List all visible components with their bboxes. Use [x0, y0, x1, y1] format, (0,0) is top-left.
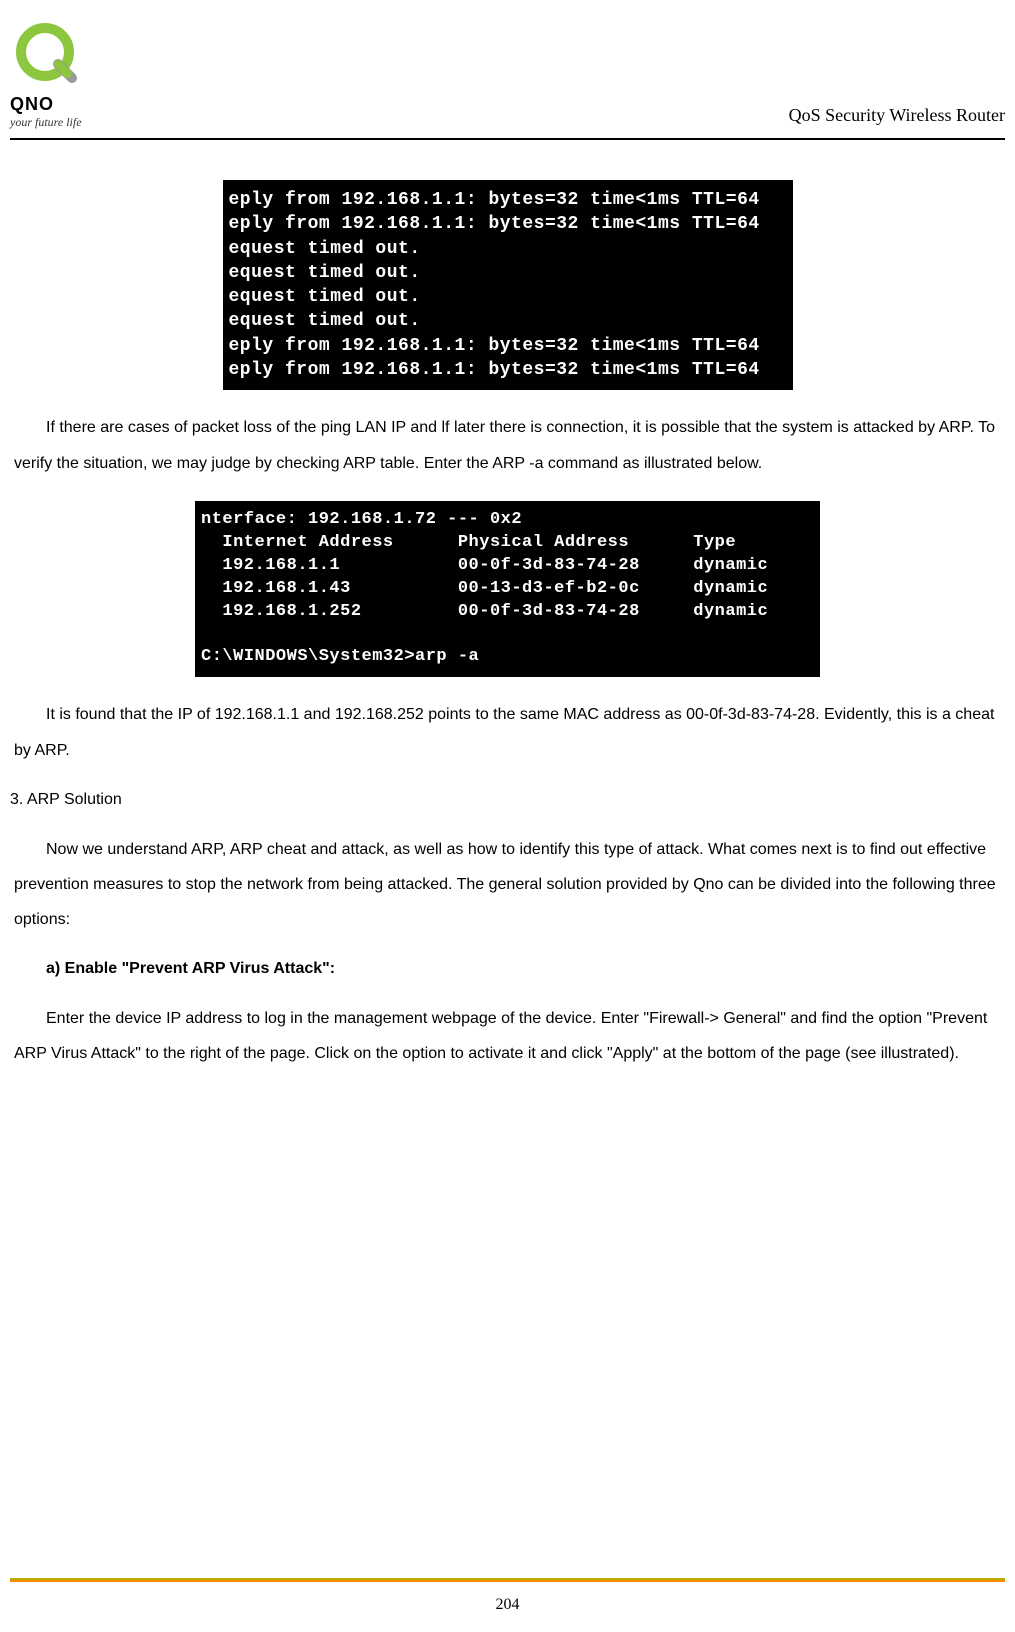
- page-content: eply from 192.168.1.1: bytes=32 time<1ms…: [10, 140, 1005, 1108]
- paragraph-arp-found: It is found that the IP of 192.168.1.1 a…: [14, 697, 1001, 767]
- paragraph-arp-found-text: It is found that the IP of 192.168.1.1 a…: [14, 706, 994, 758]
- paragraph-prevent-arp: Enter the device IP address to log in th…: [14, 1001, 1001, 1071]
- document-title: QoS Security Wireless Router: [789, 105, 1005, 130]
- logo-tagline: your future life: [10, 115, 82, 130]
- paragraph-arp-solution: Now we understand ARP, ARP cheat and att…: [14, 832, 1001, 938]
- section-3-heading: 3. ARP Solution: [10, 784, 1005, 816]
- arp-terminal-screenshot: nterface: 192.168.1.72 --- 0x2 Internet …: [195, 501, 820, 678]
- qno-logo-icon: [10, 22, 80, 92]
- footer-rule: [10, 1578, 1005, 1582]
- subsection-a-heading: a) Enable "Prevent ARP Virus Attack":: [14, 953, 1001, 985]
- paragraph-arp-check: If there are cases of packet loss of the…: [14, 410, 1001, 480]
- page-number: 204: [0, 1596, 1015, 1614]
- logo-area: QNO your future life: [10, 22, 82, 130]
- ping-terminal-screenshot: eply from 192.168.1.1: bytes=32 time<1ms…: [223, 180, 793, 390]
- logo-text: QNO: [10, 94, 54, 115]
- page-header: QNO your future life QoS Security Wirele…: [10, 20, 1005, 140]
